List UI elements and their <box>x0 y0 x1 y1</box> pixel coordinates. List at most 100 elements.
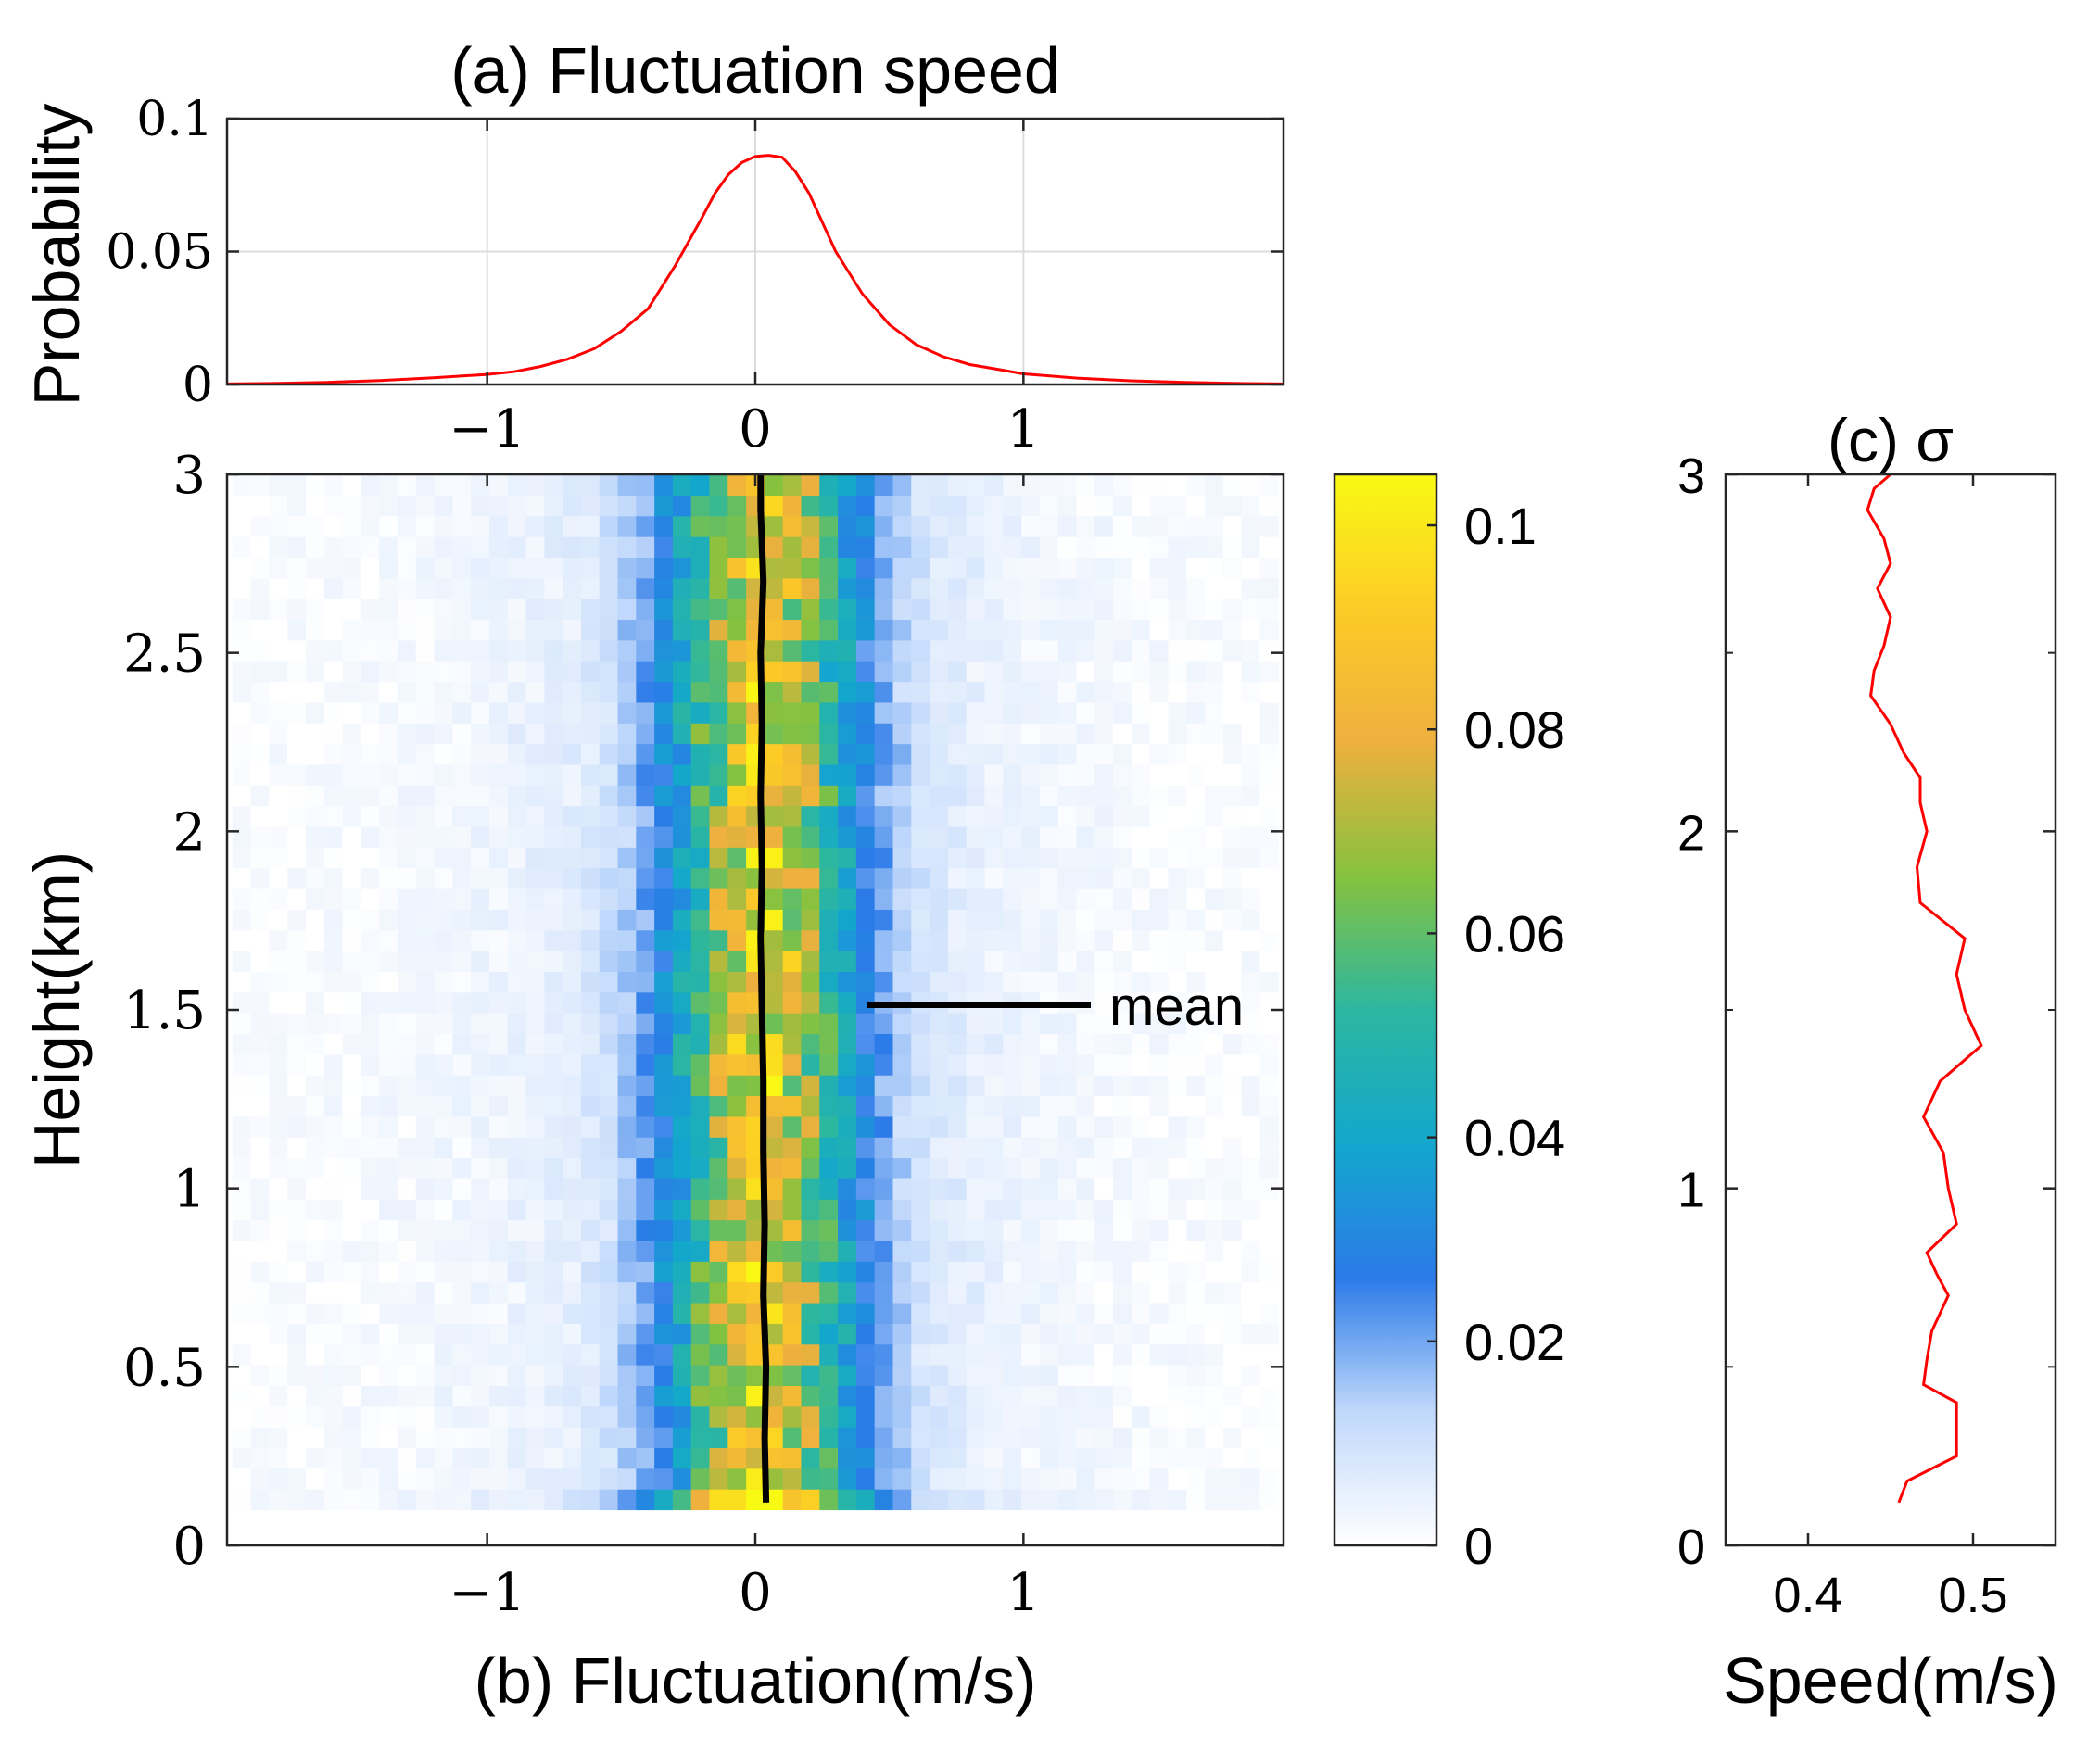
heatmap-cell <box>1039 743 1059 765</box>
heatmap-cell <box>1168 1468 1187 1490</box>
heatmap-cell <box>1003 1323 1022 1345</box>
heatmap-cell <box>819 1115 839 1138</box>
heatmap-cell <box>1021 763 1041 786</box>
heatmap-cell <box>1003 1115 1022 1138</box>
heatmap-cell <box>1039 929 1059 951</box>
heatmap-cell <box>1241 1405 1261 1428</box>
heatmap-cell <box>782 1115 803 1138</box>
heatmap-cell <box>269 1447 288 1469</box>
heatmap-cell <box>746 1178 765 1200</box>
heatmap-cell <box>672 661 692 683</box>
heatmap-cell <box>250 1137 270 1159</box>
heatmap-cell <box>379 1137 398 1159</box>
heatmap-cell <box>452 1343 472 1366</box>
heatmap-cell <box>727 701 747 724</box>
heatmap-cell <box>930 619 949 641</box>
heatmap-cell <box>488 1302 509 1324</box>
heatmap-cell <box>1003 1405 1022 1428</box>
heatmap-cell <box>966 1157 986 1179</box>
heatmap-cell <box>563 1013 582 1035</box>
heatmap-cell <box>874 951 894 972</box>
heatmap-cell <box>617 1199 637 1221</box>
heatmap-cell <box>709 1302 728 1324</box>
heatmap-cell <box>580 536 601 558</box>
heatmap-cell <box>892 1178 912 1200</box>
heatmap-cell <box>1094 1343 1114 1366</box>
heatmap-cell <box>1186 888 1206 910</box>
heatmap-cell <box>911 1281 930 1304</box>
heatmap-cell <box>1168 495 1187 517</box>
heatmap-cell <box>984 805 1004 827</box>
heatmap-cell <box>232 805 252 827</box>
heatmap-cell <box>1149 495 1170 517</box>
heatmap-cell <box>397 681 417 703</box>
heatmap-cell <box>250 599 270 621</box>
heatmap-cell <box>287 1075 307 1097</box>
heatmap-cell <box>764 951 784 972</box>
heatmap-cell <box>1241 1095 1261 1117</box>
heatmap-cell <box>1168 1365 1187 1386</box>
heatmap-cell <box>1003 1427 1022 1449</box>
heatmap-cell <box>709 1427 728 1449</box>
heatmap-cell <box>1168 991 1187 1014</box>
heatmap-cell <box>1076 557 1095 579</box>
heatmap-cell <box>250 1053 270 1076</box>
heatmap-cell <box>1259 515 1279 537</box>
heatmap-cell <box>1039 701 1059 724</box>
heatmap-cell <box>801 1013 820 1035</box>
heatmap-cell <box>819 1323 839 1345</box>
heatmap-cell <box>287 888 307 910</box>
heatmap-cell <box>1094 1053 1114 1076</box>
heatmap-cell <box>1021 1075 1041 1097</box>
heatmap-cell <box>930 557 949 579</box>
heatmap-cell <box>855 1157 876 1179</box>
heatmap-cell <box>1149 1343 1170 1366</box>
heatmap-cell <box>930 1447 949 1469</box>
heatmap-cell <box>746 1199 765 1221</box>
heatmap-cell <box>801 515 820 537</box>
heatmap-cell <box>801 1385 820 1407</box>
heatmap-cell <box>1241 1343 1261 1366</box>
heatmap-cell <box>911 1323 930 1345</box>
heatmap-cell <box>232 495 252 517</box>
heatmap-cell <box>1057 701 1078 724</box>
heatmap-cell <box>709 1075 728 1097</box>
heatmap-cell <box>838 1219 857 1241</box>
heatmap-cell <box>580 619 601 641</box>
heatmap-cell <box>930 1427 949 1449</box>
heatmap-cell <box>397 1137 417 1159</box>
heatmap-cell <box>323 1261 344 1283</box>
heatmap-cell <box>930 763 949 786</box>
heatmap-cell <box>672 867 692 889</box>
heatmap-cell <box>397 825 417 848</box>
heatmap-cell <box>379 888 398 910</box>
heatmap-cell <box>874 763 894 786</box>
heatmap-cell <box>855 1385 876 1407</box>
heatmap-cell <box>323 619 344 641</box>
heatmap-cell <box>269 1075 288 1097</box>
heatmap-cell <box>782 536 803 558</box>
heatmap-cell <box>892 619 912 641</box>
heatmap-cell <box>617 909 637 931</box>
heatmap-cell <box>1057 1261 1078 1283</box>
heatmap-cell <box>1094 1427 1114 1449</box>
heatmap-cell <box>819 1033 839 1055</box>
heatmap-cell <box>507 515 527 537</box>
heatmap-cell <box>1259 1095 1279 1117</box>
heatmap-cell <box>764 1489 784 1511</box>
heatmap-cell <box>323 515 344 537</box>
panel-c-x-tick-label: 0.4 <box>1773 1568 1842 1623</box>
heatmap-cell <box>397 1033 417 1055</box>
heatmap-cell <box>488 1427 509 1449</box>
heatmap-cell <box>930 888 949 910</box>
heatmap-cell <box>580 1405 601 1428</box>
heatmap-cell <box>874 1115 894 1138</box>
heatmap-cell <box>874 1199 894 1221</box>
heatmap-cell <box>269 1343 288 1366</box>
heatmap-cell <box>1057 1323 1078 1345</box>
heatmap-cell <box>471 536 490 558</box>
heatmap-cell <box>305 474 325 496</box>
heatmap-cell <box>654 951 674 972</box>
heatmap-cell <box>672 1323 692 1345</box>
heatmap-cell <box>801 888 820 910</box>
